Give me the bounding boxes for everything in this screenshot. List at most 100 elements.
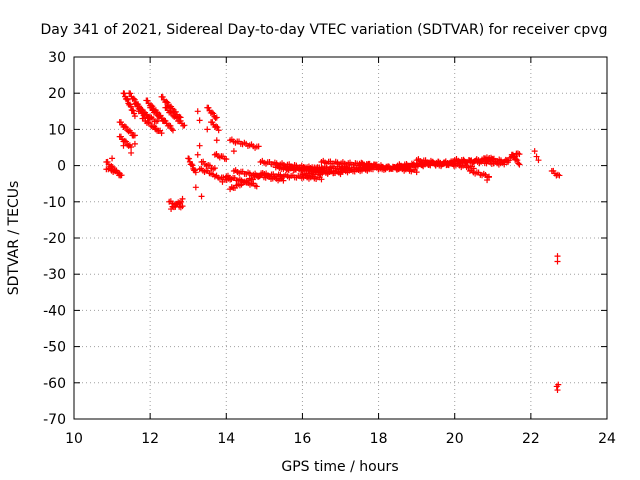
data-point [158,130,165,137]
data-point [196,142,203,149]
x-tick-label: 16 [294,431,312,447]
data-point [168,125,175,132]
y-tick-label: 10 [48,122,66,138]
data-point [120,142,127,149]
data-point [213,114,220,121]
data-point [146,120,153,127]
data-point [516,151,523,158]
data-point [192,184,199,191]
data-point [131,140,138,147]
data-point [198,193,205,200]
data-point [253,183,260,190]
data-point [131,110,138,117]
data-point [127,90,134,97]
data-point [152,108,159,115]
chart-title: Day 341 of 2021, Sidereal Day-to-day VTE… [41,22,608,38]
data-point [196,117,203,124]
data-point [121,123,128,130]
data-point [133,101,140,108]
data-point [164,99,171,106]
x-tick-label: 22 [522,431,540,447]
data-point [255,143,262,150]
data-point [169,127,176,134]
data-point [159,93,166,100]
data-points [103,90,563,394]
data-point [104,158,111,165]
data-point [514,157,521,164]
data-point [103,166,110,173]
data-point [130,107,137,114]
data-point [152,126,159,133]
data-point [154,117,161,124]
data-point [153,109,160,116]
data-point [177,117,184,124]
data-point [214,124,221,131]
data-point [205,104,212,111]
data-point [210,110,217,117]
data-point [117,119,124,126]
data-point [219,178,226,185]
x-tick-label: 24 [598,431,616,447]
data-point [167,122,174,129]
data-point [230,148,237,155]
data-point [130,95,137,102]
data-point [194,108,201,115]
data-point [209,109,216,116]
data-point [485,174,492,181]
x-tick-label: 18 [370,431,388,447]
data-point [186,155,193,162]
data-point [413,169,420,176]
data-point [163,98,170,105]
y-tick-label: -60 [43,376,66,392]
y-tick-label: -70 [43,412,66,428]
data-point [194,151,201,158]
x-tick-label: 10 [65,431,83,447]
data-point [509,151,516,158]
data-point [127,103,134,110]
data-point [173,115,180,122]
data-point [554,258,561,265]
data-point [554,387,561,394]
data-point [533,153,540,160]
y-tick-label: -30 [43,267,66,283]
y-tick-label: -10 [43,195,66,211]
axes: 10 12 14 16 18 20 22 24 -70 -60 -50 -40 -30 -20 -10 0 10… [43,50,616,447]
y-tick-label: -40 [43,303,66,319]
data-point [128,129,135,136]
data-point [117,133,124,140]
data-point [144,97,151,104]
data-point [556,172,563,179]
x-axis-label: GPS time / hours [281,459,398,475]
data-point [131,132,138,139]
x-tick-label: 12 [141,431,159,447]
y-tick-label: 20 [48,86,66,102]
data-point [128,149,135,156]
data-point [213,123,220,130]
data-point [121,137,128,144]
data-point [123,138,130,145]
data-point [158,115,165,122]
y-tick-label: 0 [57,159,66,175]
x-tick-label: 14 [217,431,235,447]
data-point [189,162,196,169]
data-point [123,124,130,131]
data-point [513,156,520,163]
data-point [188,161,195,168]
data-point [554,253,561,260]
data-point [148,104,155,111]
data-point [211,165,218,172]
data-point [124,96,131,103]
data-point [192,169,199,176]
data-point [215,127,222,134]
data-point [531,148,538,155]
data-point [162,117,169,124]
data-point [553,383,560,390]
data-point [213,137,220,144]
data-point [109,155,116,162]
y-tick-label: -50 [43,340,66,356]
data-point [167,108,174,115]
data-point [515,160,522,167]
y-tick-label: -20 [43,231,66,247]
data-point [168,109,175,116]
